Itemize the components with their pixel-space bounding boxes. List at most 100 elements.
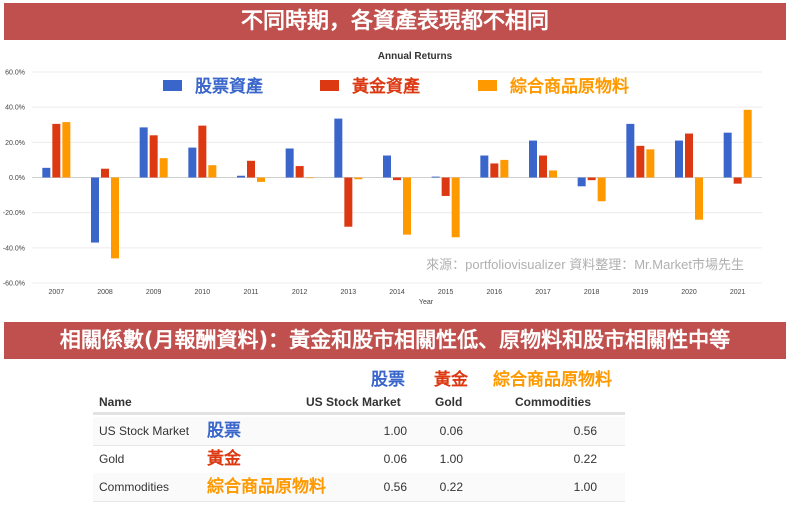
column-header-name: Name — [99, 395, 132, 409]
x-tick-label: 2009 — [146, 289, 162, 296]
cell-value: 1.00 — [383, 424, 407, 438]
bar — [101, 168, 109, 178]
bar — [52, 123, 61, 178]
row-name: Gold — [99, 452, 125, 466]
bar — [111, 177, 119, 259]
bar — [208, 165, 217, 178]
bar — [587, 177, 596, 181]
annual-returns-chart: Annual Returns 60.0% 40.0% 20.0% 0.0% -20.0% -… — [3, 51, 762, 306]
legend-label: 股票資產 — [195, 76, 263, 97]
section-banner: 相關係數(月報酬資料)：黃金和股市相關性低、原物料和股市相關性中等 — [4, 322, 786, 359]
bar — [305, 177, 314, 179]
bar — [549, 170, 557, 178]
bar — [91, 177, 99, 243]
y-tick-label: -20.0% — [3, 210, 25, 217]
zh-header-stock: 股票 — [371, 370, 405, 390]
table-row: Gold 黃金 0.06 1.00 0.22 — [93, 445, 625, 474]
bar — [451, 177, 460, 238]
x-tick-label: 2015 — [438, 289, 454, 296]
x-tick-label: 2020 — [681, 289, 697, 296]
x-tick-label: 2011 — [243, 289, 258, 296]
y-tick-label: -60.0% — [3, 281, 25, 288]
legend-label: 綜合商品原物料 — [510, 76, 629, 97]
cell-value: 1.00 — [439, 452, 463, 466]
bar — [431, 176, 440, 178]
table-header-divider — [93, 412, 625, 415]
cell-value: 0.22 — [439, 480, 463, 494]
bar — [344, 177, 353, 227]
y-tick-label: 0.0% — [9, 175, 25, 182]
section-title: 相關係數(月報酬資料)：黃金和股市相關性低、原物料和股市相關性中等 — [59, 328, 731, 352]
legend-label: 黃金資產 — [351, 76, 420, 97]
chart-title: Annual Returns — [378, 51, 453, 62]
x-tick-label: 2012 — [292, 289, 308, 296]
bar — [723, 132, 732, 178]
x-tick-label: 2007 — [49, 289, 65, 296]
bar — [675, 140, 683, 178]
header-title: 不同時期，各資產表現都不相同 — [240, 9, 549, 34]
column-header-us-stock: US Stock Market — [306, 395, 401, 409]
table-row: Commodities 綜合商品原物料 0.56 0.22 1.00 — [93, 473, 625, 502]
bar — [62, 122, 71, 178]
cell-value: 0.06 — [383, 452, 407, 466]
bar — [42, 167, 51, 178]
zh-header-gold: 黃金 — [434, 370, 468, 390]
bar — [237, 175, 245, 178]
bar — [539, 155, 547, 178]
cell-value: 0.22 — [573, 452, 597, 466]
bar — [139, 127, 148, 178]
bar — [159, 158, 168, 178]
bar — [247, 160, 255, 178]
bar — [500, 159, 509, 178]
x-tick-label: 2010 — [195, 289, 211, 296]
bar — [577, 177, 586, 187]
row-zh-label: 綜合商品原物料 — [207, 477, 326, 497]
bar — [646, 149, 655, 178]
column-header-gold: Gold — [435, 395, 463, 409]
x-tick-label: 2013 — [341, 289, 357, 296]
correlation-table: 股票 黃金 綜合商品原物料 Name US Stock Market Gold … — [93, 362, 625, 502]
bar — [490, 163, 499, 178]
y-tick-label: -40.0% — [3, 245, 25, 252]
column-header-commodities: Commodities — [515, 395, 592, 409]
x-tick-label: 2008 — [97, 289, 113, 296]
x-tick-label: 2018 — [584, 289, 600, 296]
bar — [480, 155, 489, 178]
x-tick-label: 2019 — [633, 289, 649, 296]
y-tick-label: 60.0% — [5, 70, 25, 77]
bar — [441, 177, 450, 196]
y-tick-label: 40.0% — [5, 105, 25, 112]
table-row: US Stock Market 股票 1.00 0.06 0.56 — [93, 417, 625, 446]
x-tick-label: 2017 — [535, 289, 551, 296]
row-zh-label: 黃金 — [207, 449, 241, 469]
bar — [188, 147, 197, 178]
cell-value: 0.56 — [573, 424, 597, 438]
cell-value: 1.00 — [573, 480, 597, 494]
bar — [198, 125, 207, 178]
bar — [403, 177, 411, 235]
bar — [597, 177, 606, 202]
bar — [636, 145, 645, 178]
cell-value: 0.06 — [439, 424, 463, 438]
x-tick-label: 2016 — [487, 289, 503, 296]
legend-swatch — [320, 80, 339, 91]
legend-swatch — [163, 80, 182, 91]
bar — [733, 177, 742, 184]
bar — [529, 140, 537, 178]
bar — [743, 109, 752, 178]
bar — [685, 133, 693, 178]
x-axis-label: Year — [419, 299, 434, 306]
row-name: US Stock Market — [99, 424, 190, 438]
bar — [334, 118, 343, 178]
bar — [393, 177, 401, 181]
y-tick-label: 20.0% — [5, 140, 25, 147]
row-name: Commodities — [99, 480, 170, 494]
bar — [295, 166, 304, 178]
x-tick-label: 2014 — [389, 289, 405, 296]
header-banner: 不同時期，各資產表現都不相同 — [4, 3, 786, 40]
bar — [383, 155, 391, 178]
bar — [257, 177, 265, 182]
bar — [354, 177, 363, 180]
legend-swatch — [478, 80, 497, 91]
bar — [695, 177, 703, 220]
